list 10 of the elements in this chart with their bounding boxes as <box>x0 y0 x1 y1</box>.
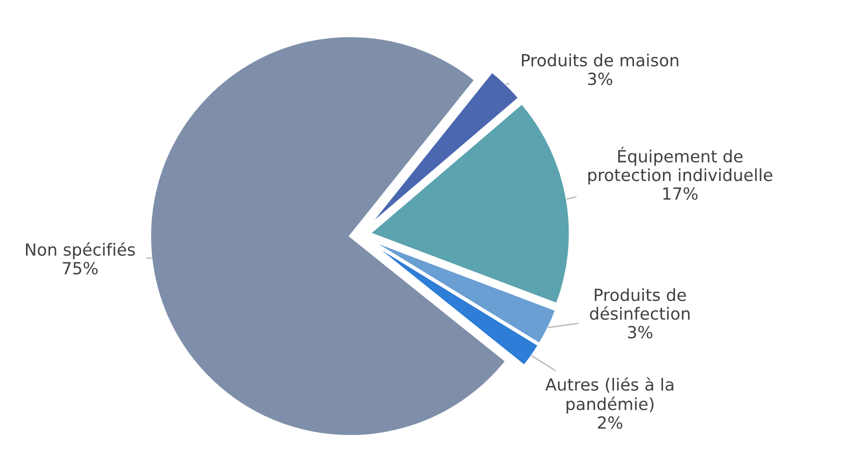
slice-label: Équipement de protection individuelle <box>588 146 772 184</box>
data-label: 3% <box>628 326 652 338</box>
slice-label: Autres (liés à la pandémie) <box>545 377 674 414</box>
slice-label: Non spécifiés <box>26 242 135 260</box>
slice-label: Produits de maison <box>522 54 678 67</box>
data-label: 3% <box>588 72 612 86</box>
data-label: 2% <box>598 416 622 429</box>
data-label: 75% <box>62 262 98 274</box>
slice-label: Produits de désinfection <box>590 288 690 320</box>
data-label: 17% <box>663 187 698 200</box>
